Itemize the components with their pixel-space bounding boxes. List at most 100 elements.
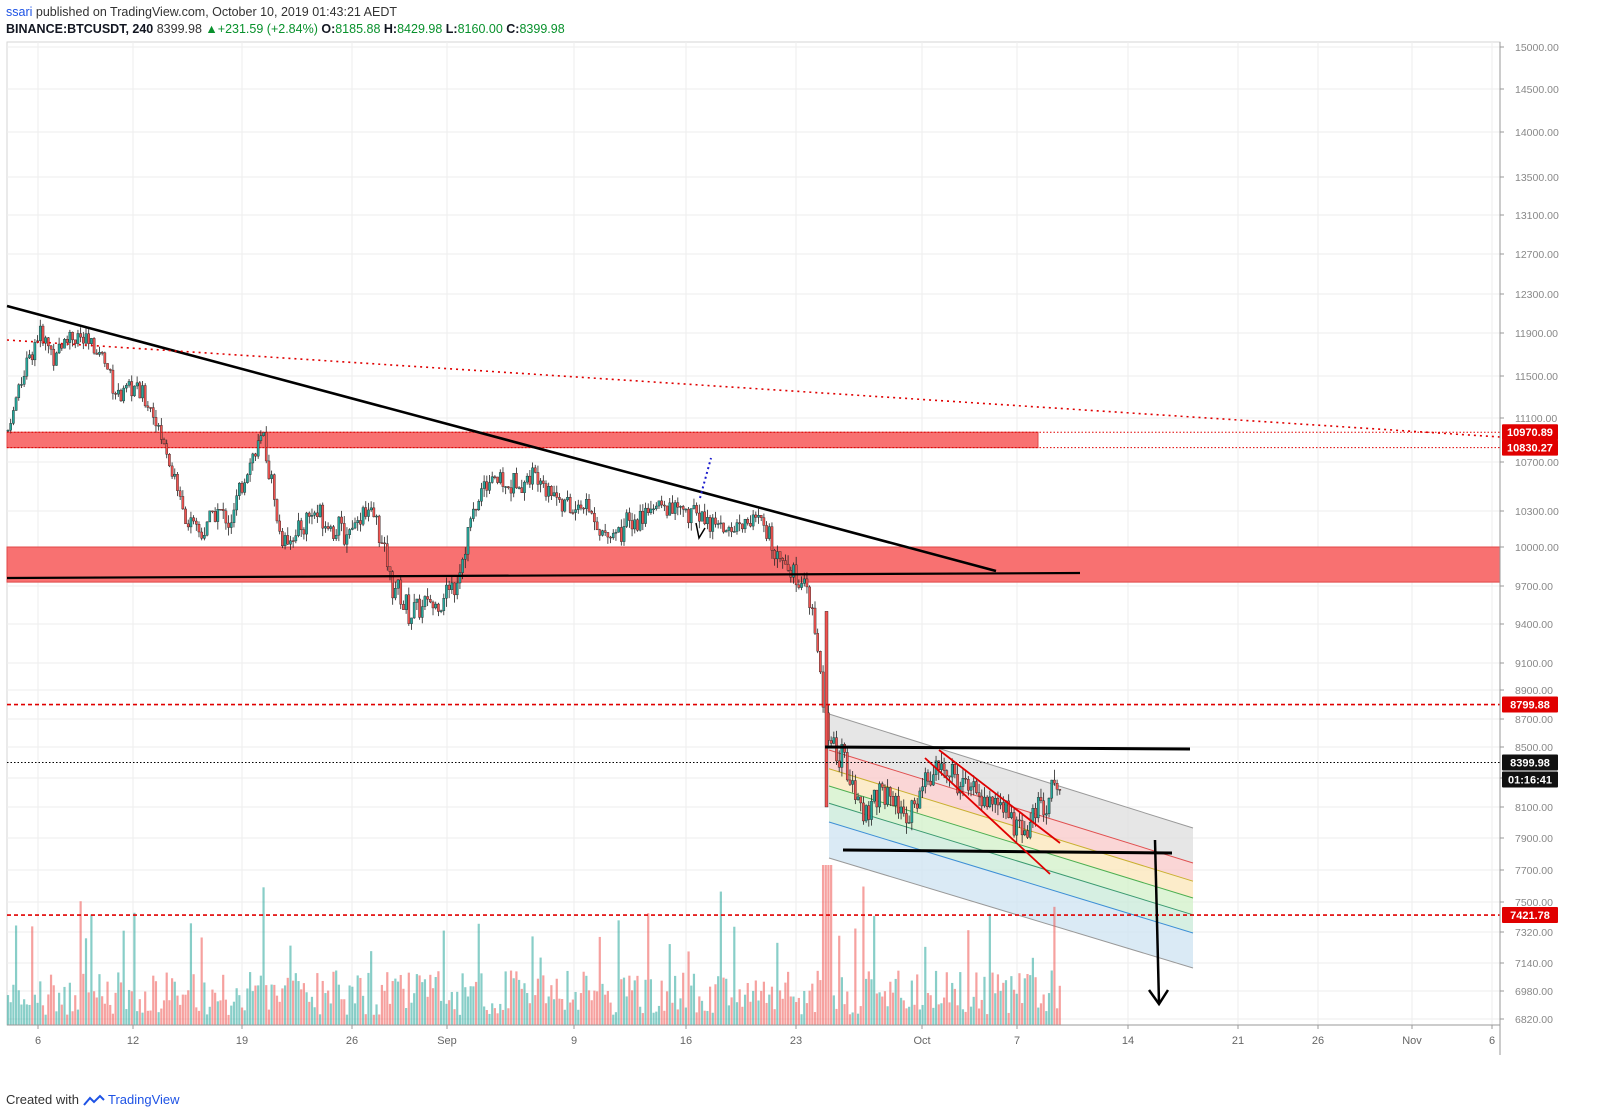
candle-body <box>681 506 685 510</box>
candle-body <box>630 520 634 530</box>
volume-bar <box>913 1004 916 1025</box>
candle-body <box>899 806 903 814</box>
volume-bar <box>33 994 36 1025</box>
candle-body <box>671 502 674 514</box>
candle-body <box>9 423 12 431</box>
volume-bar <box>152 975 155 1025</box>
candle-body <box>738 522 741 525</box>
volume-bar <box>383 990 386 1025</box>
candle-body <box>383 542 386 545</box>
candle-body <box>542 480 545 484</box>
volume-bar <box>867 971 870 1025</box>
candle-body <box>773 550 776 560</box>
candle-body <box>348 529 351 535</box>
author-name[interactable]: ssari <box>6 5 33 19</box>
volume-bar <box>313 1007 316 1025</box>
candle-body <box>972 781 976 788</box>
candle-body <box>719 522 723 525</box>
price-label-box <box>1502 439 1558 456</box>
volume-bar <box>929 995 932 1025</box>
volume-bar <box>192 974 195 1025</box>
volume-bar <box>466 996 470 1025</box>
volume-bar <box>197 1010 201 1025</box>
volume-bar <box>337 984 340 1025</box>
volume-bar <box>402 988 405 1025</box>
candle-body <box>186 523 190 528</box>
volume-bar <box>660 980 663 1025</box>
low-value: 8160.00 <box>457 22 503 36</box>
candle-body <box>450 582 454 590</box>
volume-bar <box>601 983 604 1025</box>
y-tick-label: 7320.00 <box>1515 927 1553 939</box>
volume-bar <box>496 1013 499 1025</box>
candle-body <box>636 519 639 531</box>
candle-body <box>980 795 984 807</box>
candle-body <box>918 790 922 809</box>
chart-drawings-front <box>6 304 1501 1007</box>
volume-bar <box>523 983 526 1025</box>
volume-bar <box>778 990 782 1025</box>
volume-bar <box>345 1014 349 1025</box>
volume-bar <box>200 937 203 1025</box>
volume-bar <box>133 912 136 1025</box>
volume-bar <box>811 983 814 1025</box>
price-label-text: 8799.88 <box>1510 700 1550 712</box>
volume-bar <box>216 1001 219 1025</box>
volume-bar <box>1015 993 1018 1025</box>
volume-bar <box>803 990 806 1025</box>
candle-body <box>71 331 74 341</box>
candle-body <box>404 594 408 610</box>
candle-body <box>173 473 177 477</box>
volume-bar <box>222 974 225 1025</box>
candle-body <box>224 510 228 524</box>
candle-body <box>665 505 669 516</box>
candle-body <box>135 382 139 387</box>
close-label: C: <box>506 22 520 36</box>
volume-bar <box>574 991 577 1025</box>
volume-bar <box>832 995 835 1025</box>
volume-bar <box>926 993 930 1025</box>
candle-body <box>1010 812 1013 818</box>
volume-bar <box>101 996 104 1025</box>
volume-bar <box>921 1004 924 1025</box>
candle-body <box>273 474 276 500</box>
volume-bar <box>294 973 297 1025</box>
candle-body <box>1050 779 1054 799</box>
chart-axes: 15000.00 14500.00 14000.00 13500.00 13100.00… <box>7 42 1559 1055</box>
candle-body <box>205 521 209 536</box>
volume-bar <box>846 991 849 1025</box>
y-tick-label: 6980.00 <box>1515 986 1553 998</box>
volume-bar <box>655 1011 658 1025</box>
candle-body <box>813 607 817 634</box>
volume-bar <box>784 982 787 1025</box>
volume-bar <box>932 1007 935 1025</box>
candle-body <box>453 582 456 596</box>
candle-body <box>969 786 973 791</box>
candle-body <box>407 594 411 624</box>
candle-body <box>1042 800 1045 816</box>
candle-body <box>905 813 908 824</box>
channel-line <box>828 785 1194 899</box>
volume-bar <box>149 1010 152 1025</box>
x-tick-label: 9 <box>571 1035 577 1047</box>
y-tick-label: 9100.00 <box>1515 658 1553 670</box>
candle-body <box>297 520 300 536</box>
candle-body <box>536 472 540 485</box>
candle-body <box>262 431 265 436</box>
candle-body <box>614 531 618 534</box>
candle-body <box>993 797 997 805</box>
volume-bar <box>835 1008 838 1025</box>
volume-bar <box>813 1012 817 1025</box>
x-tick-label: 6 <box>35 1035 41 1047</box>
candle-body <box>533 467 537 473</box>
tradingview-logo[interactable]: TradingView <box>83 1092 180 1107</box>
volume-bar <box>448 1000 451 1025</box>
volume-bar <box>1045 1011 1048 1025</box>
volume-bar <box>214 992 217 1025</box>
candle-body <box>431 601 435 609</box>
volume-bar <box>160 1008 163 1025</box>
candle-body <box>819 651 822 673</box>
candle-body <box>504 486 507 488</box>
candle-body <box>889 787 892 797</box>
